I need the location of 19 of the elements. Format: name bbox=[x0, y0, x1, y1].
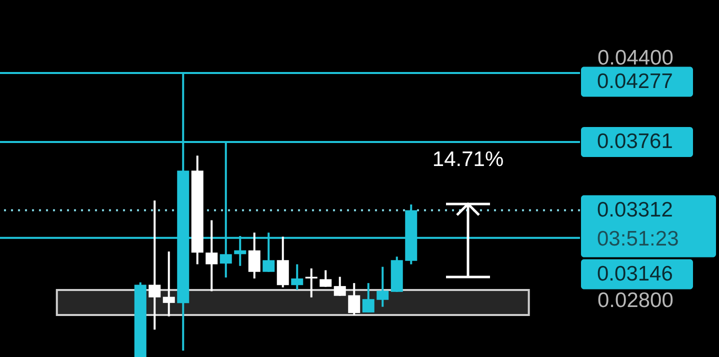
candlestick bbox=[291, 263, 304, 291]
candlestick bbox=[334, 276, 346, 297]
candlestick bbox=[362, 282, 374, 314]
y-tick-label: 0.04400 bbox=[598, 46, 674, 70]
candlestick bbox=[248, 232, 260, 280]
candlestick bbox=[148, 199, 161, 331]
ref-line-label: 0.04277 bbox=[597, 70, 673, 93]
ref-line-label: 0.03312 bbox=[597, 198, 673, 222]
text: 03:51:23 bbox=[597, 227, 679, 250]
candlestick bbox=[206, 219, 218, 292]
ref-line-label: 0.03146 bbox=[597, 262, 673, 286]
candlestick bbox=[376, 266, 389, 308]
ref-line-label: 0.03761 bbox=[597, 130, 673, 154]
candlestick bbox=[162, 250, 175, 318]
annotation: 14.71% bbox=[432, 148, 504, 171]
candlestick bbox=[348, 282, 360, 316]
candlestick bbox=[305, 267, 318, 298]
y-tick-label: 0.02800 bbox=[598, 288, 674, 312]
candlestick bbox=[320, 269, 332, 288]
